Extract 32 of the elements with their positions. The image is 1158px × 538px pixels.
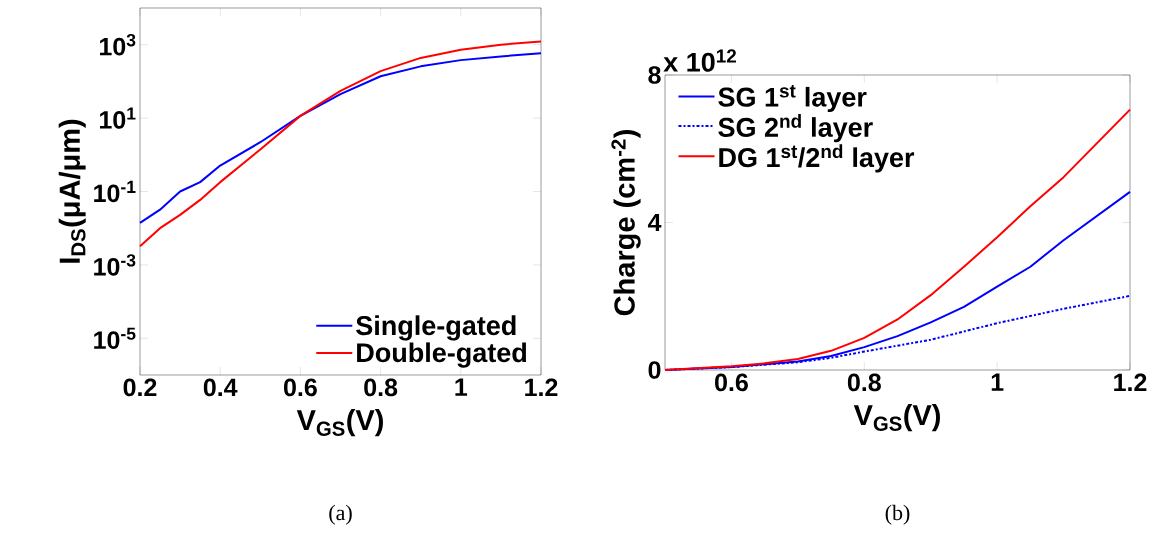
x-axis-title: V$_{GS}$(V) bbox=[853, 404, 940, 432]
x-tick-label: 0.4 bbox=[203, 378, 238, 397]
legend-label: DG 1$^{st}$/2$^{nd}$ layer bbox=[719, 144, 915, 173]
x-tick-label: 0.2 bbox=[123, 378, 157, 397]
text: (b) bbox=[885, 504, 910, 525]
y-tick-label: 10$^{-5}$ bbox=[94, 327, 136, 349]
text: x 10$^{12}$ bbox=[663, 49, 737, 72]
x-tick-label: 0.8 bbox=[847, 373, 881, 392]
x-tick-label: 1 bbox=[991, 373, 1004, 391]
y-axis-title: I$_{DS}$(μA/μm) bbox=[58, 119, 86, 263]
x-axis-title: V$_{GS}$(V) bbox=[296, 409, 383, 437]
line-series bbox=[139, 52, 543, 224]
x-tick-label: 1.2 bbox=[525, 378, 558, 396]
legend-label: Double-gated bbox=[357, 342, 527, 368]
legend-label: SG 1$^{st}$ layer bbox=[718, 85, 867, 113]
y-tick-label: 10$^{1}$ bbox=[100, 107, 136, 129]
legend-label: SG 2$^{nd}$ layer bbox=[718, 113, 873, 143]
x-tick-label: 1.2 bbox=[1114, 373, 1147, 391]
x-tick-label: 0.6 bbox=[284, 378, 317, 397]
y-tick-label: 4 bbox=[647, 213, 662, 232]
y-tick-label: 8 bbox=[648, 66, 661, 84]
y-tick-label: 10$^{-1}$ bbox=[94, 180, 136, 203]
x-tick-label: 0.8 bbox=[364, 378, 398, 397]
y-axis-title: Charge (cm$^{-2}$) bbox=[611, 130, 641, 316]
line-series bbox=[139, 40, 543, 248]
y-tick-label: 10$^{-3}$ bbox=[94, 254, 136, 276]
x-tick-label: 1 bbox=[455, 378, 468, 396]
y-tick-label: 0 bbox=[648, 361, 661, 379]
x-tick-label: 0.6 bbox=[715, 373, 748, 392]
text: (a) bbox=[329, 504, 352, 525]
y-tick-label: 10$^{3}$ bbox=[100, 33, 136, 56]
legend-label: Single-gated bbox=[356, 315, 516, 341]
